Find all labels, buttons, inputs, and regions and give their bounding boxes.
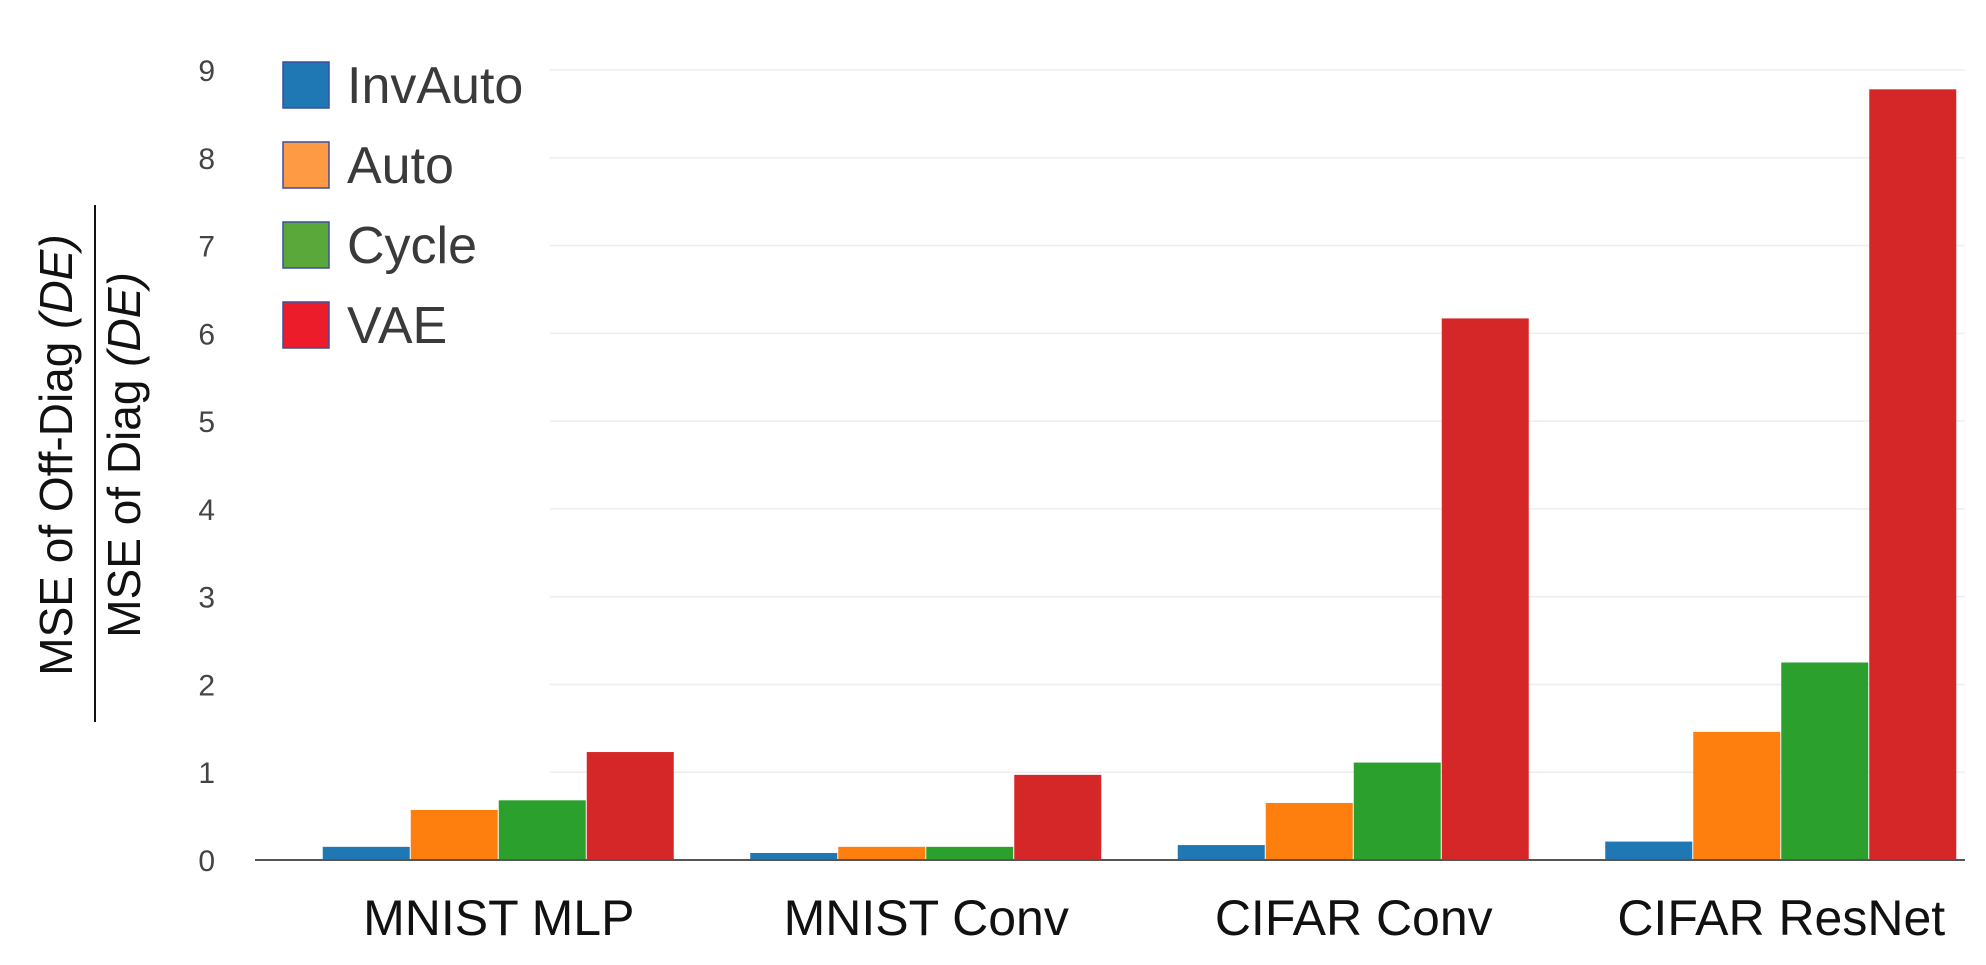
x-category-label: MNIST MLP <box>363 890 634 946</box>
y-axis-ticks: 0 1 2 3 4 5 6 7 8 9 <box>198 55 215 878</box>
bar-vae-mnist-mlp <box>586 752 674 860</box>
y-tick-label: 7 <box>198 231 215 264</box>
legend-label-invauto: InvAuto <box>347 57 523 115</box>
y-tick-label: 5 <box>198 406 215 439</box>
legend-label-cycle: Cycle <box>347 217 477 275</box>
bar-vae-cifar-conv <box>1441 318 1529 860</box>
bar-auto-cifar-conv <box>1265 802 1353 860</box>
y-axis-label: MSE of Off-Diag (DE) MSE of Diag (DE) <box>30 205 150 722</box>
bar-cycle-cifar-conv <box>1353 762 1441 860</box>
legend-swatch-vae <box>282 301 330 349</box>
legend: InvAuto Auto Cycle VAE <box>282 57 523 355</box>
bar-cycle-mnist-mlp <box>498 800 586 860</box>
bar-invauto-cifar-conv <box>1177 845 1265 860</box>
legend-swatch-cycle <box>282 221 330 269</box>
y-tick-label: 2 <box>198 669 215 702</box>
legend-swatch-invauto <box>282 61 330 109</box>
bar-auto-mnist-mlp <box>410 809 498 860</box>
y-tick-label: 0 <box>198 845 215 878</box>
bar-invauto-mnist-mlp <box>322 846 410 860</box>
legend-label-auto: Auto <box>347 137 454 195</box>
bars <box>322 89 1957 861</box>
y-tick-label: 4 <box>198 494 215 527</box>
bar-invauto-cifar-resnet <box>1605 841 1693 860</box>
y-tick-label: 8 <box>198 143 215 176</box>
x-axis-category-labels: MNIST MLP MNIST Conv CIFAR Conv CIFAR ResNe… <box>363 890 1945 946</box>
legend-swatch-auto <box>282 141 330 189</box>
legend-label-vae: VAE <box>347 297 447 355</box>
y-axis-label-denominator: MSE of Diag (DE) <box>98 272 150 638</box>
y-tick-label: 1 <box>198 757 215 790</box>
bar-auto-cifar-resnet <box>1693 731 1781 860</box>
bar-vae-cifar-resnet <box>1869 89 1957 861</box>
bar-cycle-mnist-conv <box>926 846 1014 860</box>
bar-auto-mnist-conv <box>838 846 926 860</box>
y-tick-label: 9 <box>198 55 215 88</box>
bar-invauto-mnist-conv <box>750 852 838 860</box>
y-tick-label: 3 <box>198 582 215 615</box>
bar-vae-mnist-conv <box>1014 774 1102 860</box>
x-category-label: MNIST Conv <box>784 890 1069 946</box>
y-axis-label-numerator: MSE of Off-Diag (DE) <box>30 234 82 675</box>
bar-cycle-cifar-resnet <box>1781 662 1869 860</box>
x-category-label: CIFAR Conv <box>1215 890 1493 946</box>
gridlines <box>550 69 1965 773</box>
y-tick-label: 6 <box>198 318 215 351</box>
x-category-label: CIFAR ResNet <box>1617 890 1945 946</box>
